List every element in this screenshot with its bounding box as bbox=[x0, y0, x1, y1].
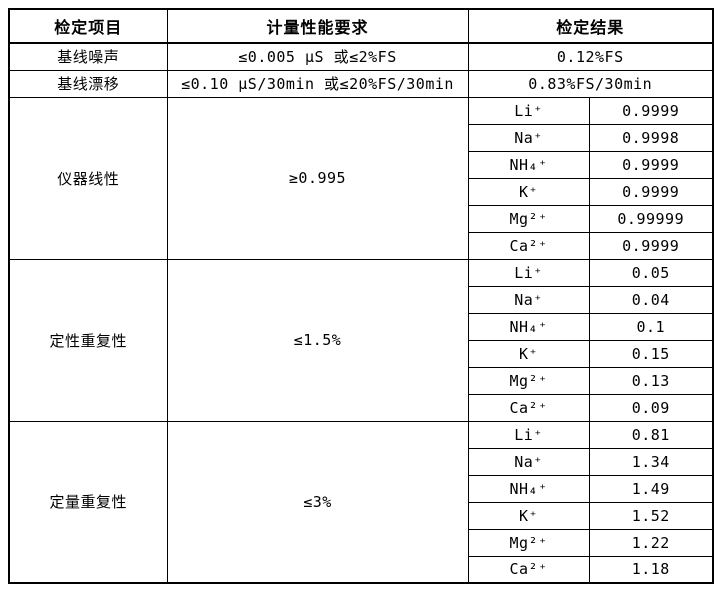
ion-cell: Mg²⁺ bbox=[467, 528, 590, 557]
value-cell: 1.18 bbox=[588, 555, 714, 584]
header-cell-requirement: 计量性能要求 bbox=[166, 8, 469, 44]
requirement-cell: ≥0.995 bbox=[166, 96, 469, 260]
table-row: K⁺ 0.9999 bbox=[9, 177, 714, 206]
value-cell: 0.9999 bbox=[588, 231, 714, 260]
table-row: Ca²⁺ 0.9999 bbox=[9, 231, 714, 260]
value-cell: 1.49 bbox=[588, 474, 714, 503]
ion-cell: Mg²⁺ bbox=[467, 204, 590, 233]
value-cell: 0.13 bbox=[588, 366, 714, 395]
requirement-cell: ≤0.005 μS 或≤2%FS bbox=[166, 42, 469, 71]
table-row-baseline-drift: 基线漂移 ≤0.10 μS/30min 或≤20%FS/30min 0.83%F… bbox=[8, 69, 714, 98]
requirement-cell: ≤3% bbox=[166, 420, 469, 584]
table-row: NH₄⁺ 1.49 bbox=[9, 474, 714, 503]
ion-cell: Ca²⁺ bbox=[467, 555, 590, 584]
value-cell: 1.52 bbox=[588, 501, 714, 530]
value-cell: 0.05 bbox=[588, 258, 714, 287]
table-row: K⁺ 1.52 bbox=[9, 501, 714, 530]
table-row: K⁺ 0.15 bbox=[9, 339, 714, 368]
ion-cell: Na⁺ bbox=[467, 123, 590, 152]
value-cell: 1.22 bbox=[588, 528, 714, 557]
ion-cell: Ca²⁺ bbox=[467, 231, 590, 260]
item-cell-quantitative-repeatability: 定量重复性 bbox=[8, 420, 168, 584]
ion-cell: Li⁺ bbox=[467, 96, 590, 125]
ion-cell: K⁺ bbox=[467, 501, 590, 530]
ion-cell: Na⁺ bbox=[467, 285, 590, 314]
verification-table: 检定项目 计量性能要求 检定结果 基线噪声 ≤0.005 μS 或≤2%FS 0… bbox=[8, 8, 715, 584]
ion-cell: K⁺ bbox=[467, 177, 590, 206]
value-cell: 0.9999 bbox=[588, 177, 714, 206]
result-cell: 0.12%FS bbox=[467, 42, 714, 71]
ion-cell: Ca²⁺ bbox=[467, 393, 590, 422]
requirement-cell: ≤1.5% bbox=[166, 258, 469, 422]
ion-cell: Li⁺ bbox=[467, 258, 590, 287]
table-row: Mg²⁺ 1.22 bbox=[9, 528, 714, 557]
header-cell-item: 检定项目 bbox=[8, 8, 168, 44]
requirement-cell: ≤0.10 μS/30min 或≤20%FS/30min bbox=[166, 69, 469, 98]
table-row: 定量重复性 ≤3% Li⁺ 0.81 bbox=[8, 420, 714, 584]
header-row: 检定项目 计量性能要求 检定结果 bbox=[8, 8, 714, 44]
value-cell: 0.9999 bbox=[588, 96, 714, 125]
table-row: Na⁺ 0.04 bbox=[9, 285, 714, 314]
value-cell: 0.81 bbox=[588, 420, 714, 449]
ion-cell: NH₄⁺ bbox=[467, 150, 590, 179]
result-cell: 0.83%FS/30min bbox=[467, 69, 714, 98]
value-cell: 0.9999 bbox=[588, 150, 714, 179]
table-row: Na⁺ 0.9998 bbox=[9, 123, 714, 152]
ion-cell: NH₄⁺ bbox=[467, 474, 590, 503]
ion-cell: K⁺ bbox=[467, 339, 590, 368]
table-row: Mg²⁺ 0.13 bbox=[9, 366, 714, 395]
table-row: NH₄⁺ 0.9999 bbox=[9, 150, 714, 179]
value-cell: 0.15 bbox=[588, 339, 714, 368]
item-cell: 基线噪声 bbox=[8, 42, 168, 71]
item-cell: 基线漂移 bbox=[8, 69, 168, 98]
value-cell: 0.1 bbox=[588, 312, 714, 341]
value-cell: 0.9998 bbox=[588, 123, 714, 152]
item-cell-qualitative-repeatability: 定性重复性 bbox=[8, 258, 168, 422]
ion-cell: Na⁺ bbox=[467, 447, 590, 476]
table-row: NH₄⁺ 0.1 bbox=[9, 312, 714, 341]
ion-cell: Mg²⁺ bbox=[467, 366, 590, 395]
ion-cell: Li⁺ bbox=[467, 420, 590, 449]
ion-cell: NH₄⁺ bbox=[467, 312, 590, 341]
value-cell: 0.09 bbox=[588, 393, 714, 422]
table-row: Ca²⁺ 1.18 bbox=[9, 555, 714, 584]
value-cell: 0.99999 bbox=[588, 204, 714, 233]
value-cell: 1.34 bbox=[588, 447, 714, 476]
header-cell-result: 检定结果 bbox=[467, 8, 714, 44]
table-row: 定性重复性 ≤1.5% Li⁺ 0.05 bbox=[8, 258, 714, 422]
table-row: Mg²⁺ 0.99999 bbox=[9, 204, 714, 233]
table-row: 仪器线性 ≥0.995 Li⁺ 0.9999 bbox=[8, 96, 714, 260]
item-cell-linearity: 仪器线性 bbox=[8, 96, 168, 260]
value-cell: 0.04 bbox=[588, 285, 714, 314]
table-row-baseline-noise: 基线噪声 ≤0.005 μS 或≤2%FS 0.12%FS bbox=[8, 42, 714, 71]
